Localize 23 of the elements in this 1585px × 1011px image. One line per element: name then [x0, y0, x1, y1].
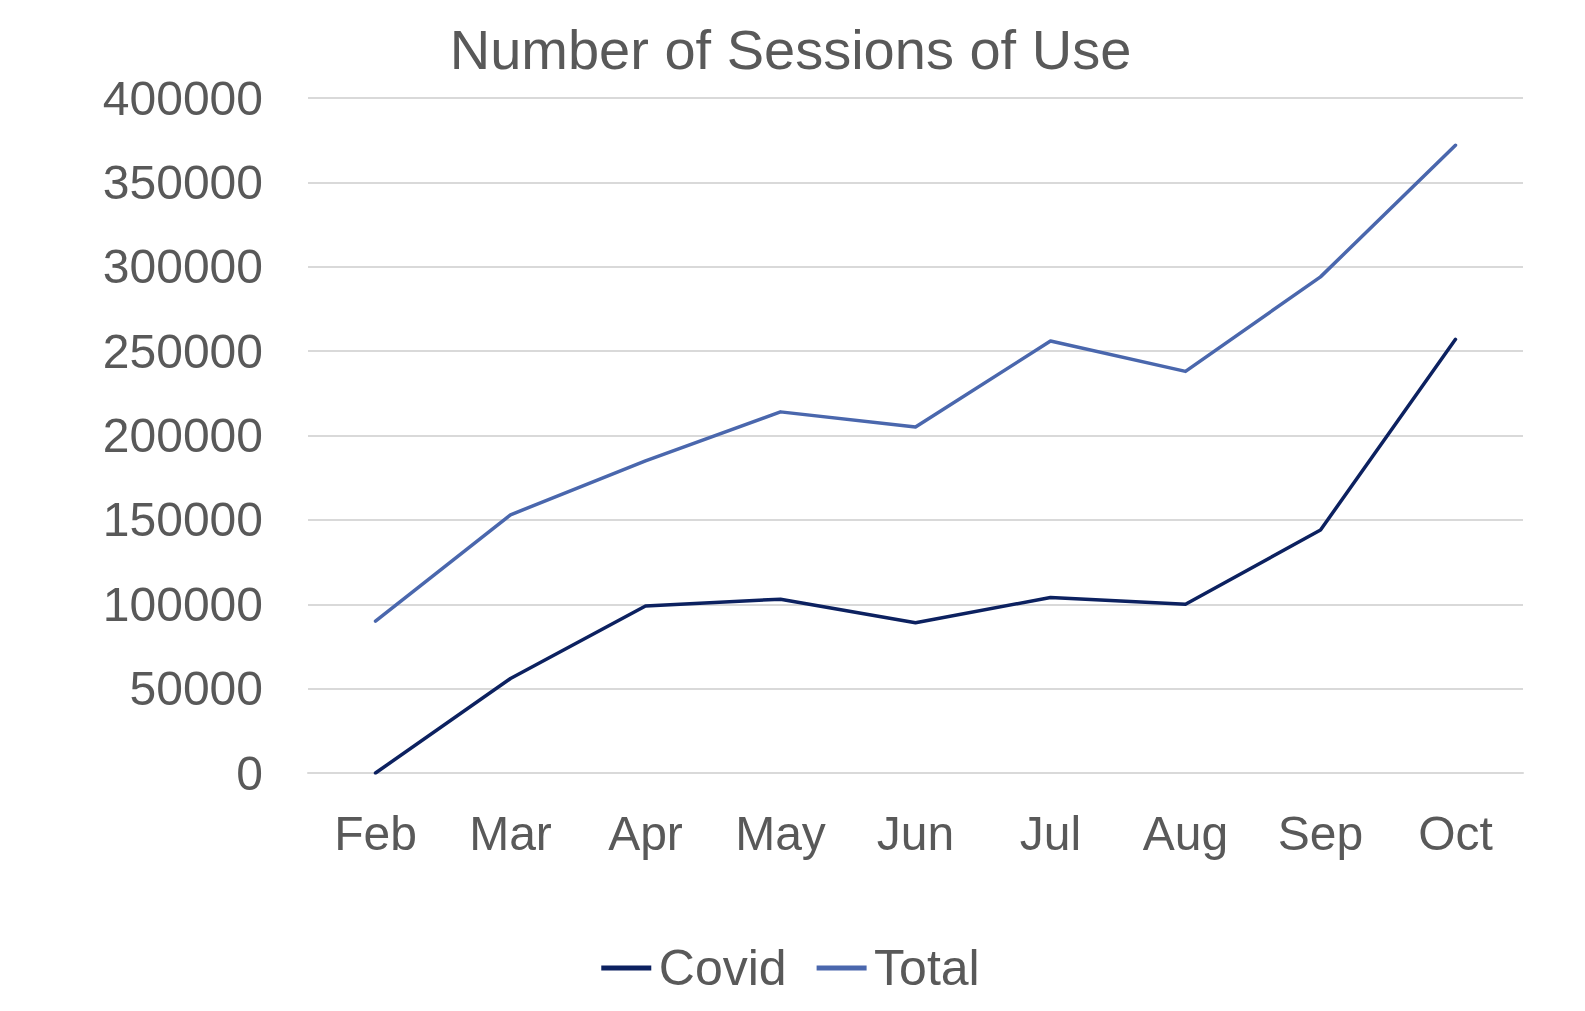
x-tick-label: Sep	[1277, 806, 1364, 860]
legend-label: Total	[874, 940, 980, 996]
y-tick-label: 200000	[102, 409, 263, 462]
y-tick-label: 100000	[102, 577, 263, 631]
y-tick-label: 250000	[102, 324, 263, 378]
y-tick-label: 50000	[129, 662, 263, 716]
x-tick-label: Mar	[469, 806, 552, 860]
x-tick-label: May	[735, 806, 826, 860]
y-tick-label: 300000	[102, 240, 263, 294]
x-tick-label: Apr	[608, 806, 683, 860]
line-series	[373, 337, 1458, 775]
y-tick-label: 150000	[102, 493, 263, 547]
y-tick-label: 400000	[102, 71, 263, 125]
y-tick-label: 350000	[102, 155, 263, 209]
chart-title: Number of Sessions of Use	[449, 17, 1132, 81]
y-tick-label: 0	[236, 746, 263, 800]
x-tick-label: Jun	[876, 806, 955, 860]
line-series	[373, 143, 1458, 623]
x-tick-label: Jul	[1019, 806, 1082, 860]
x-tick-label: Aug	[1142, 806, 1229, 860]
legend-label: Covid	[658, 940, 787, 996]
x-tick-label: Oct	[1418, 806, 1493, 860]
x-tick-label: Feb	[334, 806, 417, 860]
